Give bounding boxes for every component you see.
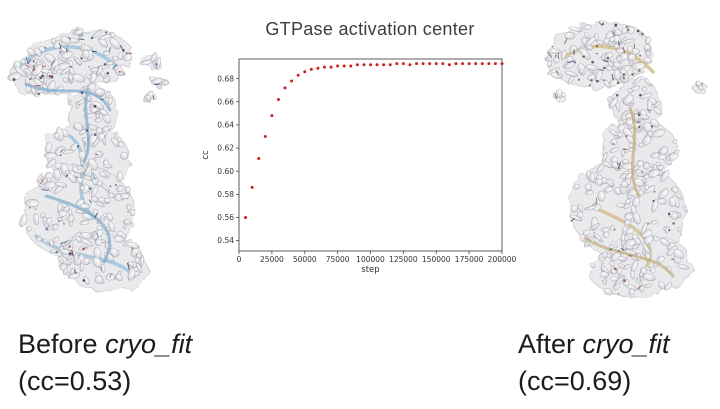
after-structure-image [545,21,708,297]
svg-text:0.64: 0.64 [217,121,234,130]
svg-text:0.66: 0.66 [217,97,234,106]
after-caption-line1: After cryo_fit [518,326,670,363]
svg-text:25000: 25000 [260,255,284,264]
chart-title: GTPase activation center [265,19,475,39]
svg-text:150000: 150000 [422,255,451,264]
svg-text:0.58: 0.58 [217,190,234,199]
after-caption-cc: (cc=0.69) [518,366,632,396]
before-caption-line1: Before cryo_fit [18,326,192,363]
svg-text:0.56: 0.56 [217,213,234,222]
svg-text:200000: 200000 [488,255,517,264]
after-caption-prefix: After [518,329,583,359]
svg-text:0: 0 [237,255,242,264]
svg-text:75000: 75000 [326,255,350,264]
svg-text:0.54: 0.54 [217,236,234,245]
svg-text:50000: 50000 [293,255,317,264]
svg-text:125000: 125000 [389,255,418,264]
svg-text:step: step [361,265,379,275]
before-caption: Before cryo_fit (cc=0.53) [18,326,192,400]
after-caption: After cryo_fit (cc=0.69) [518,326,670,400]
before-structure-image [7,26,169,292]
svg-text:175000: 175000 [455,255,484,264]
before-caption-emphasis: cryo_fit [105,329,193,359]
cc-vs-step-chart: GTPase activation center 0 25000 50000 7500… [200,10,520,302]
svg-text:100000: 100000 [356,255,385,264]
svg-text:0.68: 0.68 [217,74,234,83]
svg-text:cc: cc [201,150,211,160]
before-caption-prefix: Before [18,329,106,359]
svg-text:0.62: 0.62 [217,144,234,153]
svg-text:0.60: 0.60 [217,167,234,176]
chart-plot-area: 0 25000 50000 75000 100000 125000 150000 175000… [201,58,517,275]
before-caption-cc: (cc=0.53) [18,366,132,396]
after-caption-emphasis: cryo_fit [582,329,670,359]
